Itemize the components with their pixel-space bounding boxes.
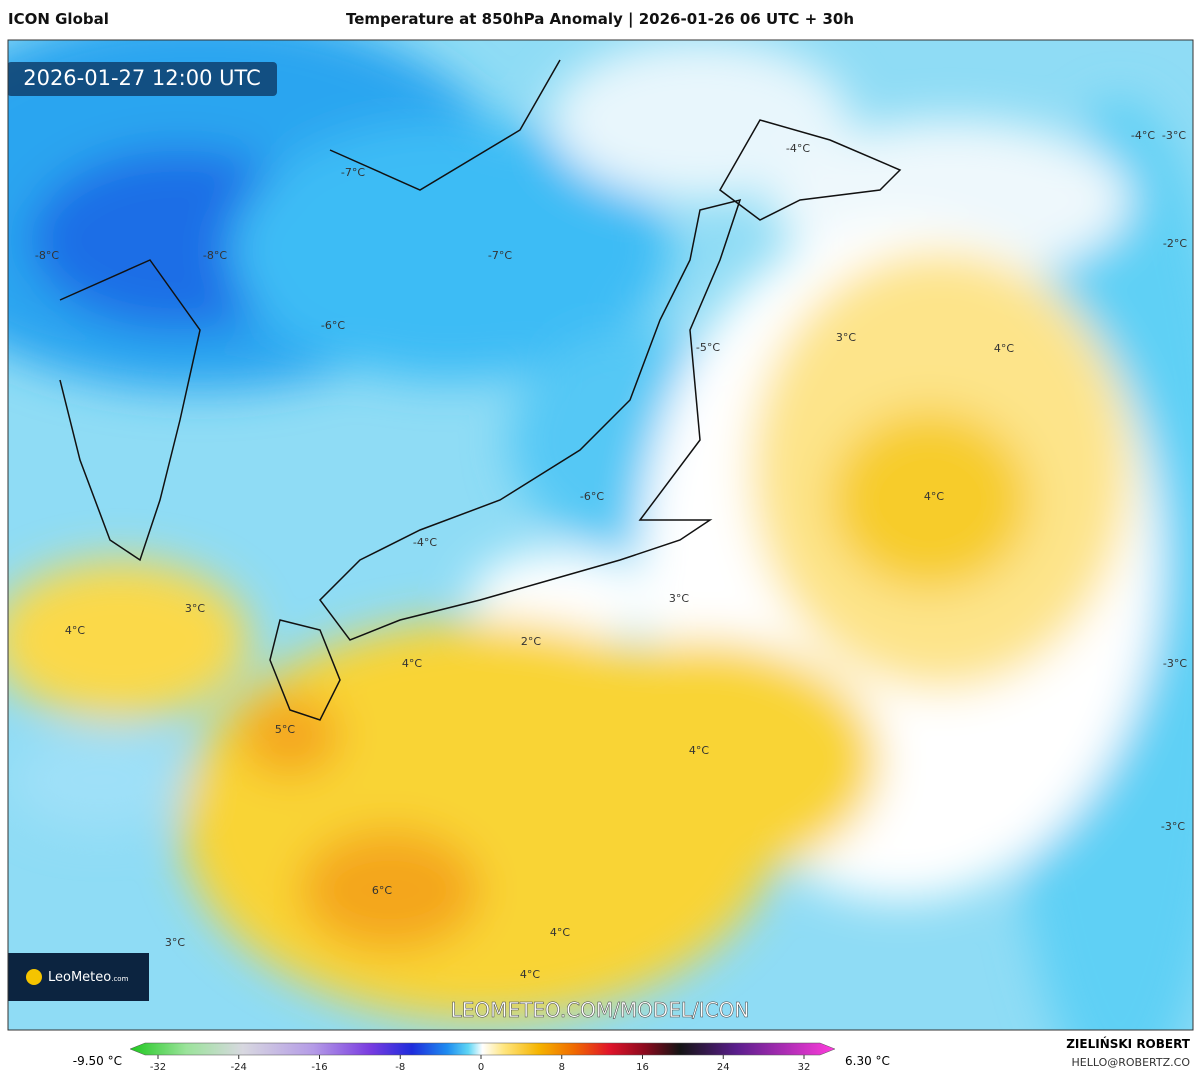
colorbar-max: 6.30 °C: [845, 1054, 890, 1068]
contour-label: 4°C: [994, 342, 1014, 355]
contour-label: -6°C: [580, 490, 604, 503]
temperature-field: [8, 40, 1193, 1030]
logo-name: LeoMeteo: [48, 970, 111, 985]
map-title: Temperature at 850hPa Anomaly | 2026-01-…: [346, 10, 854, 29]
model-name: ICON Global: [8, 10, 109, 28]
contour-label: 3°C: [669, 592, 689, 605]
contour-label: -6°C: [321, 319, 345, 332]
contour-label: -7°C: [488, 249, 512, 262]
contour-label: -4°C: [413, 536, 437, 549]
email: HELLO@ROBERTZ.CO: [1072, 1056, 1191, 1069]
contour-label: -2°C: [1163, 237, 1187, 250]
contour-label: -3°C: [1162, 129, 1186, 142]
contour-label: 2°C: [521, 635, 541, 648]
tick-label: 0: [478, 1062, 484, 1073]
time-badge: [8, 62, 277, 96]
tick-label: 8: [559, 1062, 565, 1073]
contour-label: -7°C: [341, 166, 365, 179]
tick-label: -16: [311, 1062, 327, 1073]
map-frame: [7, 39, 1194, 1031]
contour-label: -8°C: [203, 249, 227, 262]
contour-label: 4°C: [65, 624, 85, 637]
colorbar-min: -9.50 °C: [73, 1054, 122, 1068]
contour-label: 5°C: [275, 723, 295, 736]
contour-label: 6°C: [372, 884, 392, 897]
contour-label: -3°C: [1163, 657, 1187, 670]
contour-label: -4°C: [1131, 129, 1155, 142]
contour-label: 4°C: [550, 926, 570, 939]
watermark: LEOMETEO.COM/MODEL/ICON: [451, 998, 750, 1022]
colorbar-ticks: -32 -24 -16 -8 0 8 16 24 32: [150, 1055, 811, 1073]
coastline: [59, 59, 902, 721]
contour-label: 3°C: [185, 602, 205, 615]
valid-time: 2026-01-27 12:00 UTC: [23, 66, 261, 90]
contour-label: 3°C: [836, 331, 856, 344]
contour-label: 4°C: [520, 968, 540, 981]
logo-sun: [26, 969, 42, 985]
tick-label: 32: [798, 1062, 811, 1073]
contour-label: -5°C: [696, 341, 720, 354]
tick-label: -32: [150, 1062, 166, 1073]
logo-suffix: .com: [111, 975, 128, 983]
colorbar: [129, 1042, 836, 1056]
contour-label: -8°C: [35, 249, 59, 262]
logo: LeoMeteo.com: [48, 970, 129, 985]
tick-label: 24: [717, 1062, 730, 1073]
tick-label: -24: [231, 1062, 247, 1073]
tick-label: -8: [395, 1062, 405, 1073]
author: ZIELIŃSKI ROBERT: [1066, 1036, 1191, 1051]
contour-labels: -4°C -4°C -3°C -7°C -8°C -8°C -7°C -2°C -6°C 3°C -…: [35, 129, 1187, 981]
contour-label: -3°C: [1161, 820, 1185, 833]
contour-label: -4°C: [786, 142, 810, 155]
contour-label: 4°C: [689, 744, 709, 757]
contour-label: 3°C: [165, 936, 185, 949]
tick-label: 16: [636, 1062, 649, 1073]
contour-label: 4°C: [402, 657, 422, 670]
map: 2026-01-27 12:00 UTC -4°C -4°C -3°C -7°C -8°…: [8, 40, 1193, 1030]
contour-label: 4°C: [924, 490, 944, 503]
